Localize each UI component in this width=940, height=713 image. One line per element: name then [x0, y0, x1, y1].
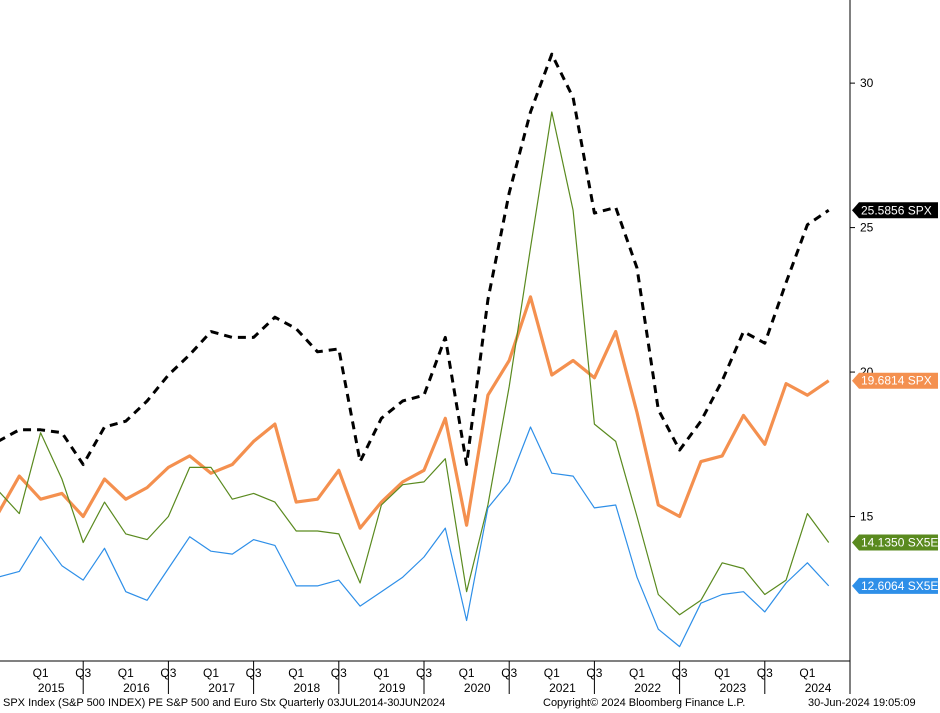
year-label-2019: 2019 — [379, 681, 406, 695]
quarter-label-4: Q1 — [203, 666, 219, 680]
year-label-2016: 2016 — [123, 681, 150, 695]
quarter-label-8: Q1 — [373, 666, 389, 680]
year-label-2017: 2017 — [208, 681, 235, 695]
end-label-bg-3 — [852, 577, 938, 594]
year-label-2021: 2021 — [549, 681, 576, 695]
y-tick-label-30: 30 — [860, 76, 874, 90]
end-label-bg-0 — [852, 202, 938, 219]
series-line-3 — [0, 426, 830, 648]
y-tick-label-25: 25 — [860, 221, 874, 235]
end-label-text-3: 12.6064 SX5E — [861, 579, 938, 593]
quarter-label-10: Q1 — [459, 666, 475, 680]
year-label-2020: 2020 — [464, 681, 491, 695]
end-label-2: 14.1350 SX5E — [852, 534, 938, 551]
end-label-bg-2 — [852, 534, 938, 551]
quarter-label-6: Q1 — [288, 666, 304, 680]
footer-source: SPX Index (S&P 500 INDEX) PE S&P 500 and… — [3, 697, 446, 709]
series-line-2 — [0, 111, 830, 616]
footer-copyright: Copyright© 2024 Bloomberg Finance L.P. — [543, 697, 746, 709]
end-label-bg-1 — [852, 372, 938, 389]
quarter-label-14: Q1 — [629, 666, 645, 680]
end-label-text-1: 19.6814 SPX — [861, 374, 932, 388]
end-label-text-0: 25.5856 SPX — [861, 203, 932, 217]
plot-lines — [0, 52, 830, 648]
series-line-1 — [0, 295, 830, 530]
end-labels: 25.5856 SPX 19.6814 SPX 14.1350 SX5E 12.606… — [852, 202, 938, 594]
end-label-0: 25.5856 SPX — [852, 202, 938, 219]
quarter-label-12: Q1 — [544, 666, 560, 680]
quarter-label-0: Q1 — [33, 666, 49, 680]
end-label-3: 12.6064 SX5E — [852, 577, 938, 594]
quarter-label-18: Q1 — [799, 666, 815, 680]
year-label-2022: 2022 — [634, 681, 661, 695]
footer-timestamp: 30-Jun-2024 19:05:09 — [808, 697, 916, 709]
end-label-1: 19.6814 SPX — [852, 372, 938, 389]
quarter-label-2: Q1 — [118, 666, 134, 680]
series-line-0 — [0, 52, 830, 466]
end-label-text-2: 14.1350 SX5E — [861, 536, 938, 550]
quarter-label-16: Q1 — [714, 666, 730, 680]
year-label-2015: 2015 — [38, 681, 65, 695]
year-label-2023: 2023 — [719, 681, 746, 695]
y-tick-label-15: 15 — [860, 510, 874, 524]
year-label-2018: 2018 — [293, 681, 320, 695]
year-label-2024: 2024 — [805, 681, 832, 695]
